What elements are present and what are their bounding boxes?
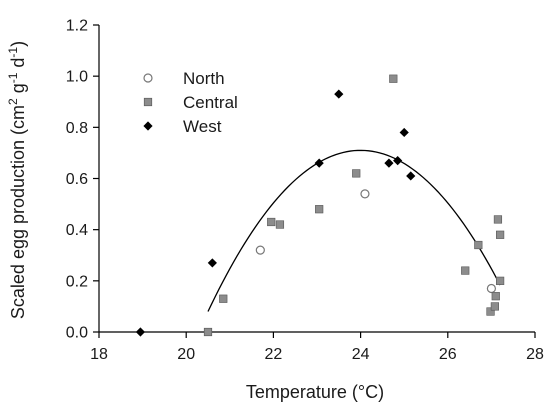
north-point — [360, 189, 370, 199]
x-tick-label: 28 — [526, 346, 544, 363]
y-tick-label: 1.0 — [66, 69, 88, 86]
y-axis-title: Scaled egg production (cm2 g-1 d-1) — [6, 41, 28, 319]
data-points — [135, 74, 505, 337]
y-axis-title-sup2: -1 — [6, 72, 20, 83]
west-point — [406, 171, 416, 181]
north-point — [486, 283, 496, 294]
central-point — [389, 74, 398, 83]
y-tick-label: 0.8 — [66, 120, 88, 137]
y-tick-label: 0.2 — [66, 273, 88, 290]
central-point — [352, 169, 361, 178]
x-tick-label: 20 — [177, 346, 195, 363]
west-point — [399, 127, 409, 138]
x-tick-label: 18 — [90, 346, 108, 363]
legend-label-north: North — [183, 69, 225, 88]
legend: North Central West — [143, 69, 238, 136]
west-point — [334, 89, 344, 99]
central-point — [203, 327, 213, 337]
west-point — [393, 155, 403, 166]
y-axis-title-main: Scaled egg production (cm — [8, 105, 28, 319]
legend-marker-north — [143, 73, 153, 83]
central-point — [267, 217, 276, 227]
central-point — [493, 215, 503, 224]
y-tick-label: 0.4 — [66, 222, 88, 239]
legend-marker-west — [143, 121, 153, 131]
y-tick-label: 1.2 — [66, 18, 88, 35]
north-point — [255, 245, 265, 255]
west-point — [384, 158, 394, 168]
x-tick-label: 24 — [352, 346, 370, 363]
central-point — [491, 292, 500, 301]
central-point — [486, 307, 495, 316]
x-tick-label: 26 — [439, 346, 457, 363]
legend-label-west: West — [183, 117, 222, 136]
y-axis-title-end: ) — [8, 41, 28, 47]
west-point — [207, 258, 217, 268]
y-axis-title-mid1: g — [8, 83, 28, 98]
central-point — [461, 266, 470, 275]
central-point — [490, 302, 499, 311]
west-point — [135, 327, 146, 337]
y-axis-title-sup1: 2 — [6, 98, 20, 105]
ticks: 18 20 22 24 26 28 0.0 0.2 0.4 0.6 0.8 1.0 1.2 — [66, 18, 544, 364]
x-tick-label: 22 — [265, 346, 283, 363]
central-point — [496, 276, 505, 285]
axes — [98, 25, 535, 333]
legend-marker-central — [143, 97, 153, 107]
legend-label-central: Central — [183, 93, 238, 112]
fit-curve-layer — [207, 149, 501, 312]
central-point — [275, 220, 285, 229]
y-tick-label: 0.6 — [66, 171, 88, 188]
central-point — [219, 294, 228, 303]
y-tick-label: 0.0 — [66, 325, 88, 342]
fit-curve — [207, 149, 501, 312]
central-point — [496, 230, 505, 239]
west-point — [314, 158, 324, 168]
y-axis-title-sup3: -1 — [6, 47, 20, 58]
y-axis-title-mid2: d — [8, 58, 28, 73]
central-point — [315, 205, 324, 214]
central-point — [474, 240, 483, 250]
x-axis-title: Temperature (°C) — [246, 382, 384, 402]
